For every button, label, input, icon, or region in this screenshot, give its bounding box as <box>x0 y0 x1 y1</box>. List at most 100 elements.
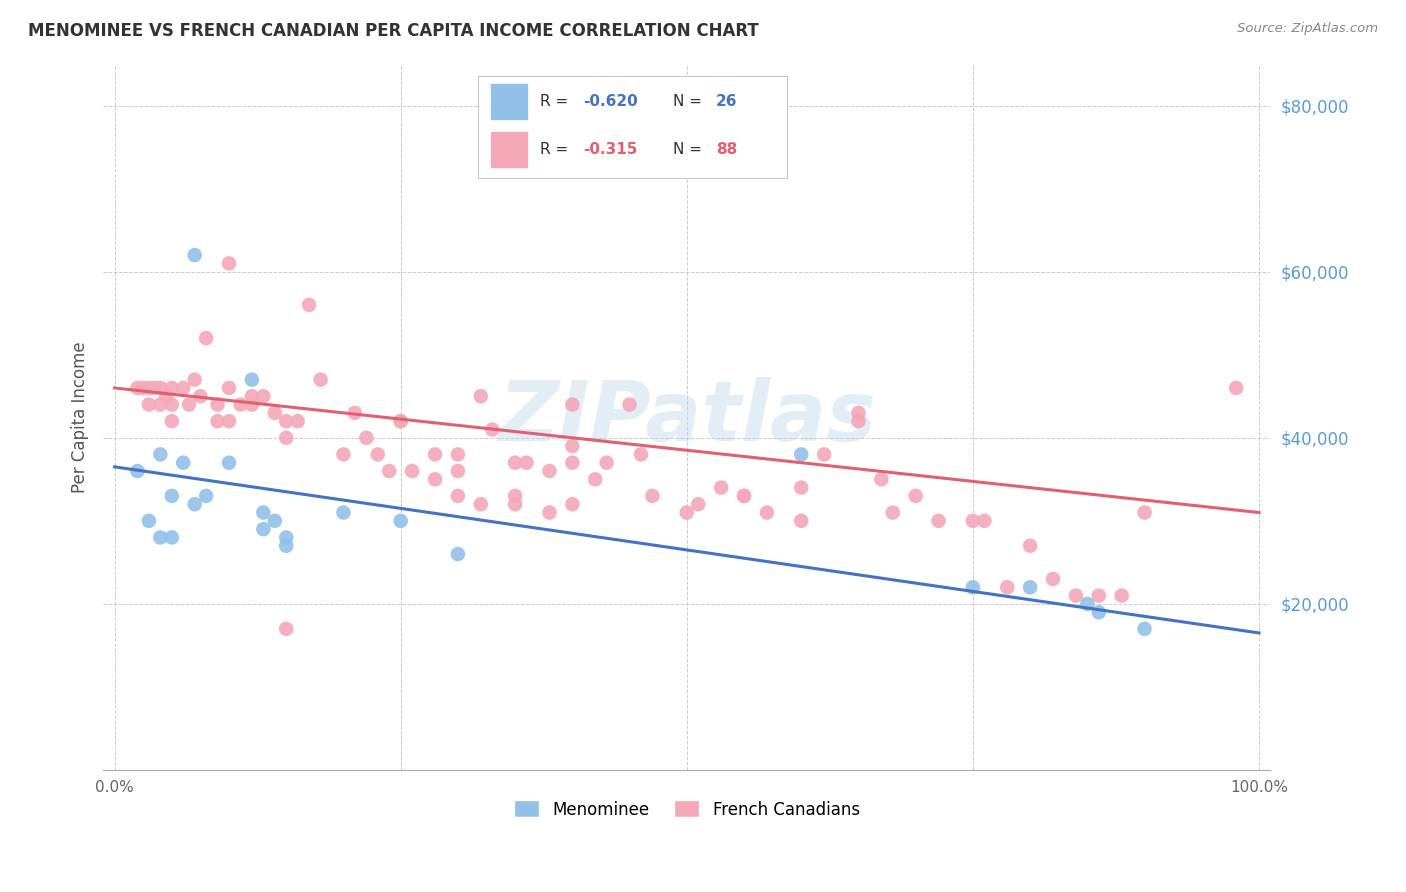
Point <box>195 331 218 345</box>
Point <box>207 414 229 428</box>
Point <box>962 580 984 594</box>
Point <box>252 389 274 403</box>
Point <box>218 381 240 395</box>
Point <box>149 381 172 395</box>
Y-axis label: Per Capita Income: Per Capita Income <box>72 342 89 493</box>
Point <box>447 447 470 461</box>
Point <box>641 489 664 503</box>
Bar <box>491 131 527 168</box>
Point <box>149 531 172 545</box>
Point <box>276 414 298 428</box>
Point <box>1019 539 1042 553</box>
Point <box>1111 589 1133 603</box>
Point <box>790 481 813 495</box>
Point <box>561 456 583 470</box>
Point <box>1064 589 1087 603</box>
Point <box>561 439 583 453</box>
Point <box>538 506 561 520</box>
Point <box>190 389 212 403</box>
Point <box>710 481 733 495</box>
Point <box>343 406 366 420</box>
Point <box>276 531 298 545</box>
Point <box>962 514 984 528</box>
Point <box>538 464 561 478</box>
Point <box>332 447 354 461</box>
Point <box>276 622 298 636</box>
Point <box>240 373 263 387</box>
Point <box>367 447 389 461</box>
Text: N =: N = <box>673 94 707 109</box>
Point <box>848 406 870 420</box>
Point <box>252 506 274 520</box>
Point <box>276 431 298 445</box>
Point <box>149 398 172 412</box>
Point <box>172 381 194 395</box>
Point <box>973 514 995 528</box>
Point <box>1225 381 1247 395</box>
Point <box>240 389 263 403</box>
Point <box>218 414 240 428</box>
Point <box>848 414 870 428</box>
Point <box>675 506 697 520</box>
Point <box>356 431 378 445</box>
Point <box>132 381 155 395</box>
Point <box>160 398 183 412</box>
Point <box>630 447 652 461</box>
Point <box>1019 580 1042 594</box>
Point <box>183 248 205 262</box>
Point <box>904 489 927 503</box>
Point <box>263 514 285 528</box>
Point <box>127 464 149 478</box>
Point <box>1088 605 1111 619</box>
Point <box>378 464 401 478</box>
Point <box>138 514 160 528</box>
Point <box>298 298 321 312</box>
Point <box>389 514 412 528</box>
Point <box>503 456 526 470</box>
Point <box>1076 597 1098 611</box>
Point <box>401 464 423 478</box>
Point <box>160 414 183 428</box>
Point <box>561 497 583 511</box>
Point <box>1042 572 1064 586</box>
Point <box>870 472 893 486</box>
Bar <box>491 83 527 120</box>
Point <box>309 373 332 387</box>
Point <box>195 489 218 503</box>
Point <box>177 398 200 412</box>
Point <box>160 489 183 503</box>
Text: Source: ZipAtlas.com: Source: ZipAtlas.com <box>1237 22 1378 36</box>
Point <box>276 539 298 553</box>
Point <box>995 580 1018 594</box>
Point <box>470 497 492 511</box>
Text: -0.620: -0.620 <box>583 94 638 109</box>
Point <box>595 456 617 470</box>
Point <box>882 506 904 520</box>
Point <box>583 472 606 486</box>
Point <box>481 422 503 436</box>
Point <box>813 447 835 461</box>
Point <box>733 489 755 503</box>
Point <box>287 414 309 428</box>
Text: 88: 88 <box>716 142 738 157</box>
Text: ZIPatlas: ZIPatlas <box>498 376 876 458</box>
Point <box>207 398 229 412</box>
Point <box>688 497 710 511</box>
Point <box>332 506 354 520</box>
Text: R =: R = <box>540 142 574 157</box>
Point <box>155 389 177 403</box>
Point <box>389 414 412 428</box>
Text: 26: 26 <box>716 94 738 109</box>
Point <box>389 414 412 428</box>
Legend: Menominee, French Canadians: Menominee, French Canadians <box>508 794 866 825</box>
Text: -0.315: -0.315 <box>583 142 637 157</box>
Point <box>470 389 492 403</box>
Text: R =: R = <box>540 94 574 109</box>
Text: MENOMINEE VS FRENCH CANADIAN PER CAPITA INCOME CORRELATION CHART: MENOMINEE VS FRENCH CANADIAN PER CAPITA … <box>28 22 759 40</box>
Point <box>218 456 240 470</box>
Point <box>240 398 263 412</box>
Point <box>1133 622 1156 636</box>
Point <box>790 514 813 528</box>
Point <box>160 531 183 545</box>
Point <box>790 447 813 461</box>
